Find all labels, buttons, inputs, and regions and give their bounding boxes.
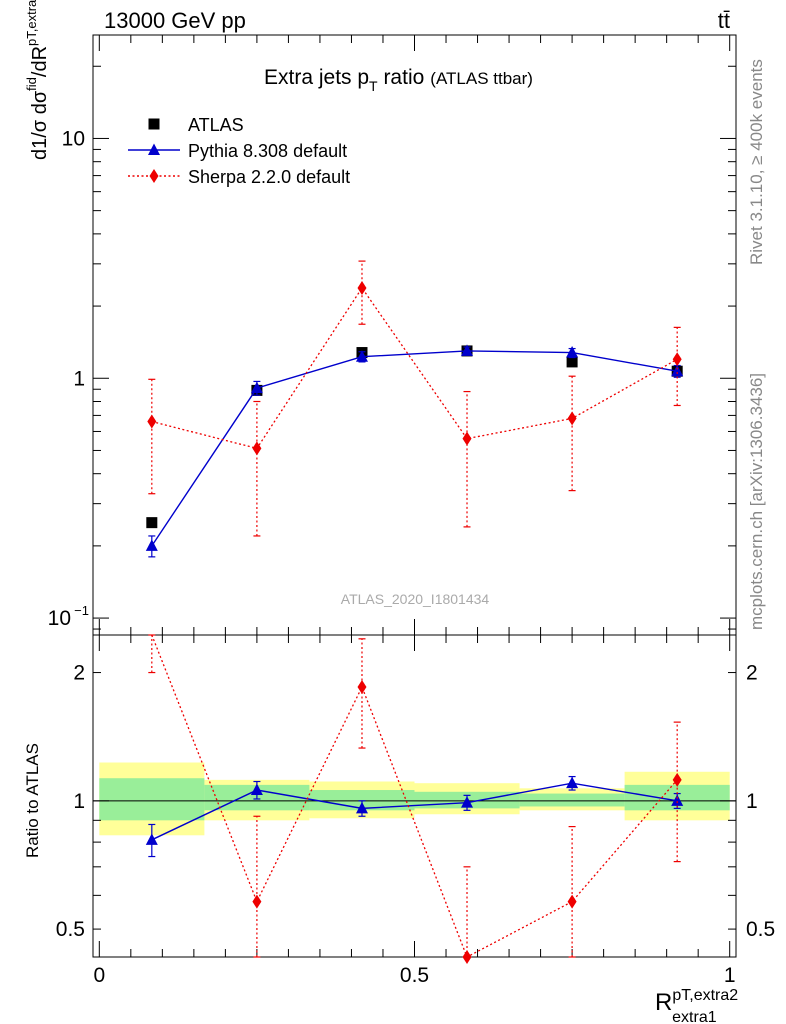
y-tick-label: 1 [73, 790, 85, 813]
analysis-watermark: ATLAS_2020_I1801434 [341, 591, 490, 607]
data-point [355, 350, 368, 362]
legend-marker [148, 143, 160, 155]
data-point [147, 414, 157, 429]
data-point [357, 679, 367, 694]
legend-label: Sherpa 2.2.0 default [188, 167, 350, 187]
header-process: tt̄ [718, 8, 730, 33]
data-point [250, 381, 263, 394]
data-point [461, 796, 474, 808]
data-point [462, 431, 472, 446]
y-tick-label-right: 2 [746, 662, 758, 685]
data-point [146, 517, 158, 529]
x-axis-label: RpT,extra2 extra1 [655, 987, 738, 1024]
y-tick-label: 0.5 [56, 918, 85, 941]
ratio-uncertainty-bands [99, 762, 730, 836]
data-point [566, 776, 579, 789]
data-point [567, 411, 577, 426]
legend-marker [148, 118, 160, 130]
data-point [672, 772, 682, 787]
y-tick-label: 10 [48, 607, 71, 630]
data-point [671, 364, 684, 377]
green-band [99, 778, 205, 821]
data-point [671, 794, 684, 806]
legend-label: Pythia 8.308 default [188, 141, 347, 161]
header-energy: 13000 GeV pp [104, 8, 246, 33]
mcplots-reference-label: mcplots.cern.ch [arXiv:1306.3436] [747, 373, 766, 630]
data-point [145, 833, 158, 845]
ratio-axis-ticks: 0.5 0.5 1 1 2 2 0 0.5 1 [56, 635, 775, 987]
x-tick-label: 1 [724, 964, 736, 987]
series-line-2 [151, 286, 678, 450]
legend-marker [149, 169, 159, 183]
data-point [252, 441, 262, 456]
main-series-layer [145, 260, 684, 558]
data-point [461, 344, 474, 356]
data-point [250, 783, 263, 796]
x-tick-label: 0.5 [400, 964, 429, 987]
y-tick-label-exponent: −1 [74, 603, 89, 618]
green-band [519, 793, 625, 807]
data-point [357, 280, 367, 295]
legend: ATLAS Pythia 8.308 default Sherpa 2.2.0 de… [128, 115, 350, 187]
data-point [145, 539, 158, 551]
series-line-1 [151, 350, 678, 547]
ratio-series-layer [145, 634, 684, 964]
x-tick-label: 0 [93, 964, 105, 987]
y-tick-label: 1 [73, 367, 85, 390]
legend-label: ATLAS [188, 115, 244, 135]
y-tick-label: 2 [73, 662, 85, 685]
data-point [567, 894, 577, 909]
ratio-y-axis-label: Ratio to ATLAS [23, 743, 42, 858]
rivet-version-label: Rivet 3.1.10, ≥ 400k events [747, 59, 766, 265]
data-point [462, 950, 472, 964]
y-tick-label-right: 1 [746, 790, 758, 813]
data-point [252, 894, 262, 909]
series-line-0 [151, 782, 678, 841]
series-line-1 [151, 634, 678, 958]
data-point [566, 356, 578, 368]
data-point [355, 801, 368, 814]
chart-title: Extra jets pT ratio (ATLAS ttbar) [264, 66, 533, 94]
data-point [566, 346, 579, 358]
data-point [672, 352, 682, 367]
green-band [309, 790, 415, 811]
y-tick-label: 10 [62, 127, 85, 150]
y-tick-label-right: 0.5 [746, 918, 775, 941]
